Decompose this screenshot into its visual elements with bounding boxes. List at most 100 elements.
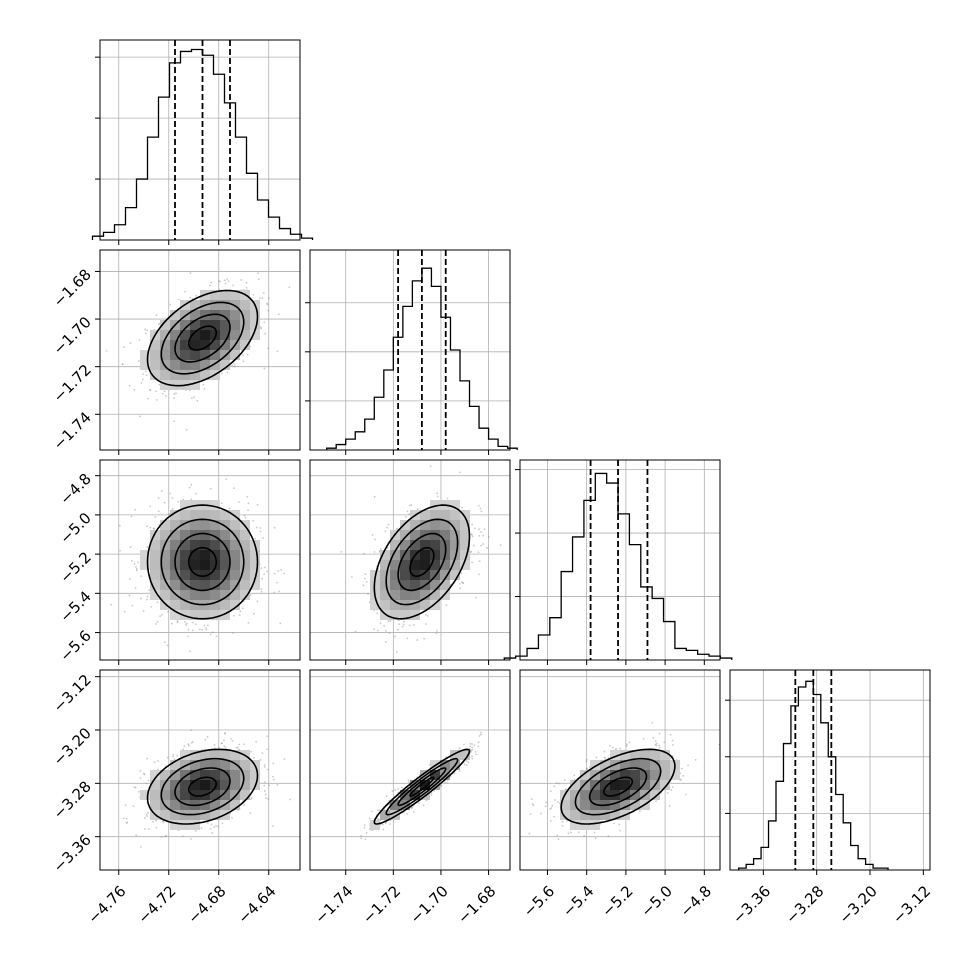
density-cell: [150, 370, 160, 380]
scatter-point: [259, 530, 262, 533]
scatter-point: [480, 733, 482, 736]
scatter-point: [350, 576, 353, 578]
density-cell: [240, 530, 250, 540]
scatter-point: [406, 510, 409, 513]
scatter-point: [266, 303, 269, 306]
density-cell: [220, 590, 230, 600]
density-cell: [190, 750, 200, 760]
density-cell: [200, 340, 210, 350]
scatter-point: [232, 614, 235, 617]
density-cell: [250, 330, 260, 340]
density-cell: [220, 570, 230, 580]
scatter-point: [125, 817, 128, 820]
panel-frame: [309, 459, 511, 661]
density-cell: [200, 320, 210, 330]
density-cell: [400, 590, 410, 600]
scatter-point: [479, 507, 482, 510]
density-cell: [220, 790, 230, 800]
density-cell: [200, 530, 210, 540]
density-cell: [220, 600, 230, 610]
scatter-point: [195, 492, 197, 495]
density-cell: [230, 520, 240, 530]
density-cell: [210, 800, 220, 810]
scatter-point: [272, 775, 274, 778]
scatter-point: [259, 326, 262, 329]
scatter-point: [487, 535, 490, 538]
density-cell: [170, 310, 180, 320]
scatter-point: [473, 744, 476, 747]
density-cell: [220, 310, 230, 320]
scatter-point: [121, 363, 124, 366]
density-cell: [400, 580, 410, 590]
scatter-point: [268, 784, 270, 787]
density-cell: [400, 560, 410, 570]
density-cell: [170, 760, 180, 770]
density-cell: [140, 360, 150, 370]
scatter-point: [233, 365, 236, 368]
scatter-point: [482, 534, 485, 537]
density-cell: [410, 520, 420, 530]
y-tick-label: −3.12: [50, 671, 95, 716]
scatter-point: [203, 624, 206, 627]
scatter-point: [384, 530, 387, 533]
density-cell: [240, 540, 250, 550]
scatter-point: [261, 752, 264, 755]
density-cell: [200, 540, 210, 550]
scatter-point: [123, 610, 126, 613]
density-cell: [180, 340, 190, 350]
density-cell: [190, 510, 200, 520]
scatter-point: [243, 743, 246, 746]
density-cell: [220, 550, 230, 560]
scatter-point: [190, 729, 193, 732]
density-cell: [150, 560, 160, 570]
panel-frame: [309, 249, 511, 451]
density-cell: [250, 580, 260, 590]
scatter-point: [188, 486, 191, 489]
scatter-point: [167, 611, 169, 613]
density-cell: [230, 760, 240, 770]
density-cell: [440, 580, 450, 590]
scatter-point: [165, 834, 167, 837]
scatter-point: [172, 755, 174, 758]
contour-line: [174, 767, 231, 807]
density-cell: [180, 580, 190, 590]
density-cell: [190, 610, 200, 620]
density-cell: [460, 520, 470, 530]
scatter-point: [222, 739, 225, 742]
scatter-point: [224, 731, 227, 734]
density-cell: [160, 340, 170, 350]
density-cell: [250, 770, 260, 780]
density-cell: [190, 520, 200, 530]
scatter-point: [246, 495, 249, 498]
scatter-point: [166, 644, 169, 647]
scatter-point: [244, 516, 247, 519]
scatter-point: [255, 526, 258, 529]
scatter-point: [164, 641, 166, 644]
scatter-point: [206, 735, 209, 738]
scatter-point: [267, 297, 270, 299]
y-tick-label: −5.4: [56, 587, 94, 625]
scatter-point: [242, 360, 245, 363]
scatter-point: [471, 755, 473, 758]
scatter-point: [194, 829, 197, 832]
scatter-point: [259, 758, 262, 761]
scatter-point: [436, 629, 438, 632]
scatter-point: [382, 828, 385, 831]
scatter-point: [435, 632, 438, 635]
scatter-point: [279, 622, 282, 625]
scatter-point: [250, 798, 252, 801]
scatter-point: [319, 778, 321, 780]
density-cell: [220, 290, 230, 300]
density-cell: [380, 590, 390, 600]
scatter-point: [213, 743, 216, 746]
density-cell: [150, 780, 160, 790]
scatter-point: [265, 797, 268, 800]
scatter-point: [263, 367, 266, 370]
density-cell: [220, 520, 230, 530]
scatter-point: [256, 600, 259, 603]
scatter-point: [380, 548, 382, 550]
density-cell: [170, 540, 180, 550]
scatter-point: [147, 812, 149, 814]
scatter-point: [177, 500, 179, 503]
